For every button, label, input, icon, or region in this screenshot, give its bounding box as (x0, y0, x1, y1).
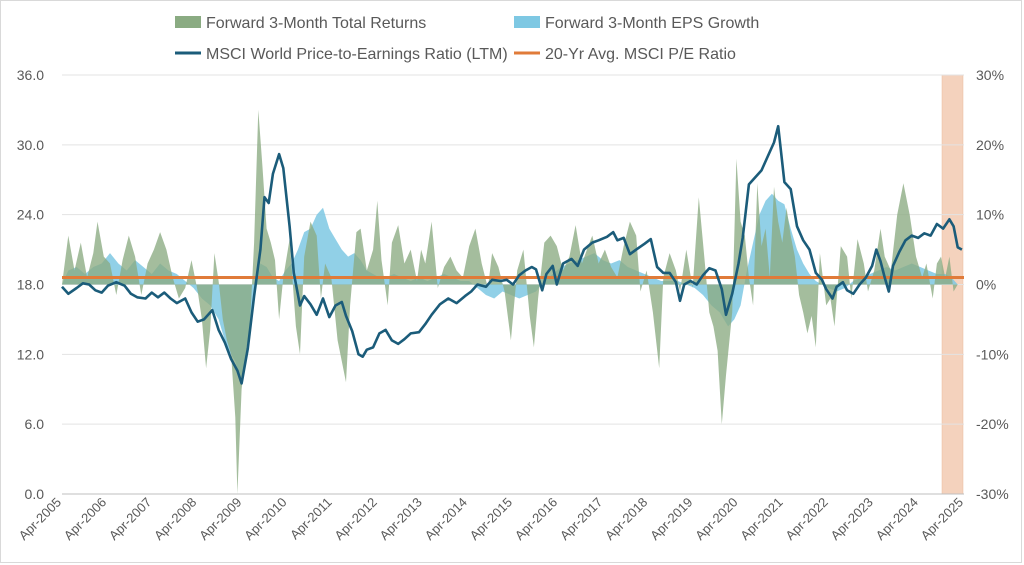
x-tick-label: Apr-2024 (873, 495, 921, 543)
x-tick-label: Apr-2022 (782, 495, 830, 543)
x-tick-label: Apr-2016 (512, 495, 560, 543)
legend-item-eps: Forward 3-Month EPS Growth (514, 15, 759, 32)
y-left-tick-label: 12.0 (17, 346, 44, 362)
x-tick-label: Apr-2015 (467, 495, 515, 543)
y-right-tick-label: -20% (976, 416, 1009, 432)
y-right-tick-label: -30% (976, 486, 1009, 502)
y-right-tick-label: 0% (976, 277, 996, 293)
x-tick-label: Apr-2017 (557, 495, 605, 543)
y-left-tick-label: 0.0 (25, 486, 45, 502)
x-tick-label: Apr-2013 (376, 495, 424, 543)
legend-item-avg: 20-Yr Avg. MSCI P/E Ratio (514, 46, 736, 63)
x-tick-label: Apr-2007 (106, 495, 154, 543)
y-right-tick-label: -10% (976, 346, 1009, 362)
x-tick-label: Apr-2020 (692, 495, 740, 543)
x-tick-label: Apr-2021 (737, 495, 785, 543)
y-left-tick-label: 18.0 (17, 277, 44, 293)
y-left-tick-label: 24.0 (17, 207, 44, 223)
x-tick-label: Apr-2025 (918, 495, 966, 543)
legend: Forward 3-Month Total Returns Forward 3-M… (175, 15, 759, 63)
x-tick-label: Apr-2012 (331, 495, 379, 543)
legend-swatch (175, 16, 201, 28)
y-left-tick-label: 6.0 (25, 416, 45, 432)
x-tick-label: Apr-2010 (241, 495, 289, 543)
y-right-tick-label: 30% (976, 67, 1004, 83)
x-tick-label: Apr-2023 (827, 495, 875, 543)
plot-area (61, 74, 964, 495)
x-tick-label: Apr-2006 (61, 495, 109, 543)
y-right-tick-label: 20% (976, 137, 1004, 153)
y-left-tick-label: 30.0 (17, 137, 44, 153)
legend-label: Forward 3-Month Total Returns (206, 15, 426, 32)
x-tick-label: Apr-2019 (647, 495, 695, 543)
y-left-tick-label: 36.0 (17, 67, 44, 83)
x-tick-label: Apr-2018 (602, 495, 650, 543)
x-tick-label: Apr-2011 (287, 495, 335, 543)
y-right-tick-label: 10% (976, 207, 1004, 223)
x-tick-label: Apr-2008 (151, 495, 199, 543)
y-axis-left: 0.0 6.0 12.0 18.0 24.0 30.0 36.0 (17, 67, 44, 502)
legend-label: 20-Yr Avg. MSCI P/E Ratio (545, 46, 736, 63)
x-tick-label: Apr-2014 (422, 495, 470, 543)
legend-label: Forward 3-Month EPS Growth (545, 15, 759, 32)
legend-item-returns: Forward 3-Month Total Returns (175, 15, 426, 32)
legend-item-pe: MSCI World Price-to-Earnings Ratio (LTM) (175, 46, 508, 63)
y-axis-right: -30% -20% -10% 0% 10% 20% 30% (976, 67, 1009, 502)
pe-ratio-line (61, 124, 963, 385)
x-tick-label: Apr-2009 (196, 495, 244, 543)
legend-label: MSCI World Price-to-Earnings Ratio (LTM) (206, 46, 508, 63)
x-axis: Apr-2005Apr-2006Apr-2007Apr-2008Apr-2009… (16, 495, 966, 543)
legend-swatch (514, 16, 540, 28)
total-returns-area (62, 109, 958, 495)
